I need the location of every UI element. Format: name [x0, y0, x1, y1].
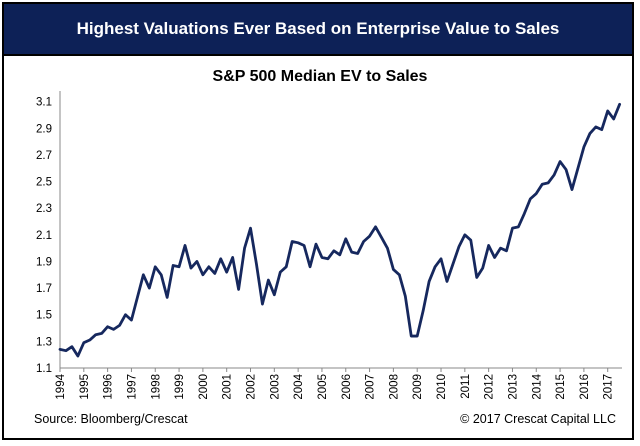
- x-tick-label: 2014: [531, 373, 543, 399]
- y-tick-label: 2.5: [36, 177, 52, 189]
- x-tick-label: 1995: [79, 374, 91, 400]
- x-tick-label: 2008: [388, 374, 400, 400]
- x-tick-label: 1996: [103, 374, 115, 400]
- axes: [59, 91, 622, 372]
- y-tick-label: 1.1: [36, 363, 52, 375]
- x-tick-label: 1997: [126, 374, 138, 400]
- y-tick-label: 1.5: [36, 310, 52, 322]
- series-line: [58, 102, 622, 358]
- x-tick-label: 2005: [317, 374, 329, 400]
- y-tick-label: 2.1: [36, 230, 52, 242]
- y-tick-label: 2.7: [36, 150, 52, 162]
- x-tick-label: 2002: [246, 374, 258, 400]
- copyright-note: © 2017 Crescat Capital LLC: [460, 412, 616, 426]
- x-tick-label: 1994: [55, 373, 67, 399]
- series-group: [58, 102, 622, 358]
- y-tick-label: 1.3: [36, 336, 52, 348]
- y-tick-label: 2.9: [36, 123, 52, 135]
- chart-frame: [2, 2, 634, 440]
- chart-title: S&P 500 Median EV to Sales: [212, 68, 428, 85]
- banner-title: Highest Valuations Ever Based on Enterpr…: [4, 4, 632, 56]
- x-tick-label: 1998: [150, 374, 162, 400]
- y-tick-label: 2.3: [36, 203, 52, 215]
- x-tick-label: 2001: [222, 374, 234, 400]
- x-tick-label: 2011: [460, 374, 472, 399]
- x-tick-label: 2012: [484, 374, 496, 400]
- y-tick-label: 1.9: [36, 256, 52, 268]
- x-tick-label: 2000: [198, 374, 210, 400]
- x-tick-label: 1999: [174, 374, 186, 400]
- y-tick-label: 1.7: [36, 283, 52, 295]
- x-tick-label: 2009: [412, 374, 424, 400]
- source-note: Source: Bloomberg/Crescat: [34, 412, 188, 426]
- x-tick-label: 2010: [436, 374, 448, 400]
- x-tick-label: 2007: [365, 374, 377, 400]
- y-tick-labels: 1.1 1.3 1.5 1.7 1.9 2.1 2.3 2.5 2.7 2.9 3.1: [36, 97, 52, 375]
- x-tick-label: 2003: [269, 374, 281, 400]
- x-tick-labels: 1994 1995 1996 1997 1998 1999 2000 2001 2002 2003…: [55, 373, 615, 399]
- x-tick-label: 2015: [555, 374, 567, 400]
- x-tick-label: 2016: [579, 374, 591, 400]
- x-tick-label: 2017: [603, 374, 615, 400]
- x-tick-label: 2013: [507, 374, 519, 400]
- x-tick-label: 2006: [341, 374, 353, 400]
- x-tick-label: 2004: [293, 373, 305, 399]
- y-tick-label: 3.1: [36, 97, 52, 109]
